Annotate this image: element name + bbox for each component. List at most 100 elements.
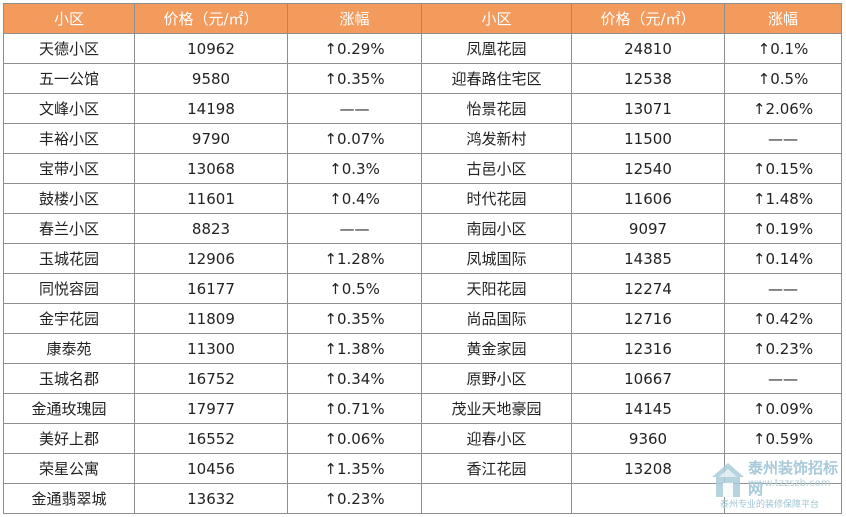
right-price-cell: 12274 bbox=[571, 273, 725, 304]
left-change-cell: —— bbox=[287, 93, 422, 124]
table-row: 同悦容园 16177 ↑0.5% 天阳花园 12274 —— bbox=[3, 273, 842, 304]
left-community-name-cell: 丰裕小区 bbox=[3, 123, 135, 154]
right-community-name-cell: 鸿发新村 bbox=[421, 123, 572, 154]
table-row: 文峰小区 14198 —— 怡景花园 13071 ↑2.06% bbox=[3, 93, 842, 124]
right-community-name-cell bbox=[421, 483, 572, 514]
right-price-cell: 9097 bbox=[571, 213, 725, 244]
left-change-cell: ↑0.23% bbox=[287, 483, 422, 514]
left-change-cell: ↑0.07% bbox=[287, 123, 422, 154]
right-change-cell bbox=[724, 483, 842, 514]
left-change-cell: ↑1.38% bbox=[287, 333, 422, 364]
left-price-cell: 9790 bbox=[134, 123, 288, 154]
right-change-cell: ↑2.06% bbox=[724, 93, 842, 124]
right-change-cell: ↑0.19% bbox=[724, 213, 842, 244]
right-community-name-cell: 茂业天地豪园 bbox=[421, 393, 572, 424]
left-price-cell: 11601 bbox=[134, 183, 288, 214]
right-change-cell: ↑0.14% bbox=[724, 243, 842, 274]
right-price-cell: 13208 bbox=[571, 453, 725, 484]
left-price-cell: 11809 bbox=[134, 303, 288, 334]
header-community-left: 小区 bbox=[3, 3, 135, 34]
watermark-subtitle: 泰州专业的装修保障平台 bbox=[720, 500, 820, 510]
left-change-cell: —— bbox=[287, 213, 422, 244]
right-community-name-cell: 凤城国际 bbox=[421, 243, 572, 274]
right-change-cell: ↑0.1% bbox=[724, 33, 842, 64]
left-price-cell: 16177 bbox=[134, 273, 288, 304]
watermark-url: www.tzzszb.com bbox=[748, 478, 831, 489]
right-price-cell: 12316 bbox=[571, 333, 725, 364]
right-price-cell: 12716 bbox=[571, 303, 725, 334]
right-community-name-cell: 天阳花园 bbox=[421, 273, 572, 304]
left-community-name-cell: 金通翡翠城 bbox=[3, 483, 135, 514]
right-price-cell: 14385 bbox=[571, 243, 725, 274]
left-community-name-cell: 春兰小区 bbox=[3, 213, 135, 244]
right-price-cell: 11500 bbox=[571, 123, 725, 154]
left-change-cell: ↑0.35% bbox=[287, 303, 422, 334]
left-price-cell: 12906 bbox=[134, 243, 288, 274]
header-community-right: 小区 bbox=[421, 3, 572, 34]
header-price-left: 价格（元/㎡） bbox=[134, 3, 288, 34]
left-community-name-cell: 玉城名郡 bbox=[3, 363, 135, 394]
table-row: 玉城花园 12906 ↑1.28% 凤城国际 14385 ↑0.14% bbox=[3, 243, 842, 274]
left-change-cell: ↑0.4% bbox=[287, 183, 422, 214]
right-price-cell bbox=[571, 483, 725, 514]
left-change-cell: ↑0.3% bbox=[287, 153, 422, 184]
right-price-cell: 10667 bbox=[571, 363, 725, 394]
right-price-cell: 13071 bbox=[571, 93, 725, 124]
left-price-cell: 9580 bbox=[134, 63, 288, 94]
left-change-cell: ↑1.35% bbox=[287, 453, 422, 484]
left-price-cell: 11300 bbox=[134, 333, 288, 364]
right-community-name-cell: 凤凰花园 bbox=[421, 33, 572, 64]
right-community-name-cell: 古邑小区 bbox=[421, 153, 572, 184]
right-community-name-cell: 南园小区 bbox=[421, 213, 572, 244]
right-change-cell bbox=[724, 453, 842, 484]
right-community-name-cell: 尚品国际 bbox=[421, 303, 572, 334]
left-community-name-cell: 金通玫瑰园 bbox=[3, 393, 135, 424]
left-price-cell: 13632 bbox=[134, 483, 288, 514]
housing-price-table: 小区 价格（元/㎡） 涨幅 小区 价格（元/㎡） 涨幅 天德小区 10962 ↑0.… bbox=[3, 3, 842, 514]
right-change-cell: ↑0.09% bbox=[724, 393, 842, 424]
right-price-cell: 12540 bbox=[571, 153, 725, 184]
watermark: 泰州装饰招标网 www.tzzszb.com 泰州专业的装修保障平台 bbox=[710, 457, 840, 513]
right-community-name-cell: 原野小区 bbox=[421, 363, 572, 394]
right-change-cell: ↑0.42% bbox=[724, 303, 842, 334]
right-price-cell: 11606 bbox=[571, 183, 725, 214]
table-row: 金通玫瑰园 17977 ↑0.71% 茂业天地豪园 14145 ↑0.09% bbox=[3, 393, 842, 424]
table-row: 康泰苑 11300 ↑1.38% 黄金家园 12316 ↑0.23% bbox=[3, 333, 842, 364]
left-price-cell: 13068 bbox=[134, 153, 288, 184]
header-change-right: 涨幅 bbox=[724, 3, 842, 34]
table-row: 五一公馆 9580 ↑0.35% 迎春路住宅区 12538 ↑0.5% bbox=[3, 63, 842, 94]
table-body: 天德小区 10962 ↑0.29% 凤凰花园 24810 ↑0.1% 五一公馆 9580 ↑0.… bbox=[3, 33, 842, 514]
right-community-name-cell: 怡景花园 bbox=[421, 93, 572, 124]
table-row: 宝带小区 13068 ↑0.3% 古邑小区 12540 ↑0.15% bbox=[3, 153, 842, 184]
left-community-name-cell: 金宇花园 bbox=[3, 303, 135, 334]
left-price-cell: 8823 bbox=[134, 213, 288, 244]
right-price-cell: 12538 bbox=[571, 63, 725, 94]
left-community-name-cell: 宝带小区 bbox=[3, 153, 135, 184]
left-change-cell: ↑0.71% bbox=[287, 393, 422, 424]
left-change-cell: ↑0.34% bbox=[287, 363, 422, 394]
left-change-cell: ↑0.06% bbox=[287, 423, 422, 454]
right-community-name-cell: 黄金家园 bbox=[421, 333, 572, 364]
left-community-name-cell: 康泰苑 bbox=[3, 333, 135, 364]
right-change-cell: ↑0.15% bbox=[724, 153, 842, 184]
left-community-name-cell: 同悦容园 bbox=[3, 273, 135, 304]
left-price-cell: 14198 bbox=[134, 93, 288, 124]
left-community-name-cell: 荣星公寓 bbox=[3, 453, 135, 484]
left-change-cell: ↑0.5% bbox=[287, 273, 422, 304]
table-row: 荣星公寓 10456 ↑1.35% 香江花园 13208 bbox=[3, 453, 842, 484]
table-row: 丰裕小区 9790 ↑0.07% 鸿发新村 11500 —— bbox=[3, 123, 842, 154]
header-change-left: 涨幅 bbox=[287, 3, 422, 34]
table-row: 美好上郡 16552 ↑0.06% 迎春小区 9360 ↑0.59% bbox=[3, 423, 842, 454]
table-row: 春兰小区 8823 —— 南园小区 9097 ↑0.19% bbox=[3, 213, 842, 244]
left-community-name-cell: 五一公馆 bbox=[3, 63, 135, 94]
table-row: 鼓楼小区 11601 ↑0.4% 时代花园 11606 ↑1.48% bbox=[3, 183, 842, 214]
left-price-cell: 10456 bbox=[134, 453, 288, 484]
right-change-cell: —— bbox=[724, 363, 842, 394]
watermark-title: 泰州装饰招标网 bbox=[748, 459, 839, 498]
left-price-cell: 10962 bbox=[134, 33, 288, 64]
left-change-cell: ↑0.29% bbox=[287, 33, 422, 64]
table-header-row: 小区 价格（元/㎡） 涨幅 小区 价格（元/㎡） 涨幅 bbox=[3, 3, 842, 34]
left-price-cell: 17977 bbox=[134, 393, 288, 424]
left-price-cell: 16552 bbox=[134, 423, 288, 454]
right-change-cell: ↑0.59% bbox=[724, 423, 842, 454]
